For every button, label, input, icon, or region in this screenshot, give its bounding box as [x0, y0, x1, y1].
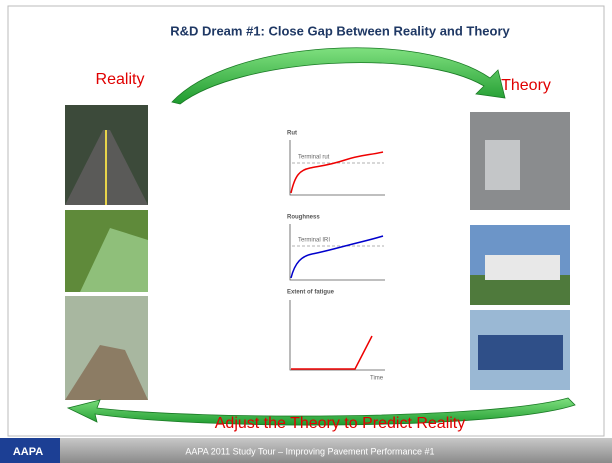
slide-title: R&D Dream #1: Close Gap Between Reality …	[170, 23, 510, 38]
bottom-label: Adjust the Theory to Predict Reality	[215, 415, 466, 432]
footer-text: AAPA 2011 Study Tour – Improving Pavemen…	[185, 446, 434, 456]
logo: AAPA	[13, 446, 43, 458]
reality-label: Reality	[96, 71, 145, 88]
threshold-label: Terminal rut	[298, 155, 330, 161]
axis-label: Time	[370, 376, 384, 382]
reality-photos	[65, 105, 148, 400]
chart-title: Roughness	[287, 215, 320, 221]
theory-label: Theory	[501, 77, 551, 94]
chart-title: Extent of fatigue	[287, 290, 335, 296]
theory-photos	[470, 112, 570, 390]
threshold-label: Terminal IRI	[298, 238, 330, 244]
slide: R&D Dream #1: Close Gap Between Reality …	[0, 0, 612, 463]
chart-title: Rut	[287, 131, 297, 137]
